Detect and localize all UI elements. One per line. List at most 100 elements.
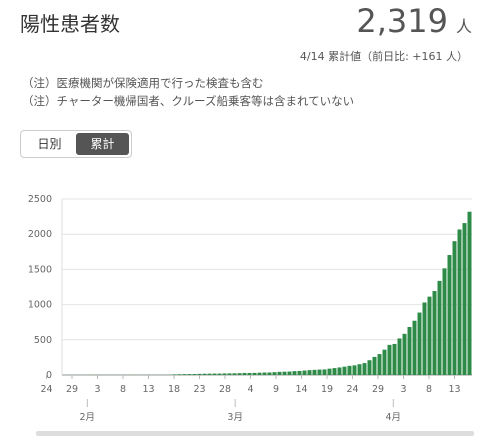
title: 陽性患者数 [20, 12, 120, 36]
bar [447, 255, 452, 375]
note: （注）医療機関が保険適用で行った検査も含む [22, 76, 264, 90]
x-tick-label: 29 [66, 384, 78, 395]
x-tick-label: 19 [321, 384, 333, 395]
bar [377, 354, 382, 375]
bar [232, 373, 237, 375]
y-tick-label: 1500 [28, 264, 52, 275]
x-tick-label: 3 [400, 384, 406, 395]
x-tick-label: 18 [168, 384, 180, 395]
bar [327, 368, 332, 375]
bar [432, 291, 437, 375]
bar [417, 312, 422, 375]
total: 2,319 人 [356, 2, 472, 40]
total-unit: 人 [455, 17, 472, 36]
x-tick-label: 4 [247, 384, 253, 395]
x-tick-label: 9 [273, 384, 279, 395]
bar [197, 373, 202, 375]
bar [277, 371, 282, 375]
bar [382, 349, 387, 375]
bar [367, 360, 372, 375]
note: （注）チャーター機帰国者、クルーズ船乗客等は含まれていない [22, 94, 355, 108]
bar [402, 333, 407, 375]
bar [262, 372, 267, 375]
x-tick-label: 14 [295, 384, 307, 395]
bar [267, 372, 272, 375]
toggle: 日別 累計 [20, 130, 132, 158]
bar [357, 364, 362, 375]
bar [347, 365, 352, 375]
bar [332, 368, 337, 375]
toggle-daily[interactable]: 日別 [37, 137, 62, 151]
bar [427, 296, 432, 375]
month-label: 4月 [386, 412, 402, 423]
bar [242, 372, 247, 375]
bar [372, 356, 377, 375]
bar [302, 370, 307, 375]
x-tick-label: 8 [120, 384, 126, 395]
x-tick-label: 29 [372, 384, 384, 395]
bar [227, 373, 232, 375]
x-tick-label: 3 [94, 384, 100, 395]
bar [437, 280, 442, 375]
y-tick-label: 0 [46, 370, 52, 381]
bar [307, 370, 312, 375]
bar [237, 373, 242, 375]
notes: （注）医療機関が保険適用で行った検査も含む （注）チャーター機帰国者、クルーズ船… [22, 74, 354, 110]
bar [287, 371, 292, 375]
bar [187, 374, 192, 375]
total-value: 2,319 [356, 2, 448, 40]
bar [207, 373, 212, 375]
scrollbar[interactable] [36, 431, 474, 436]
bar [202, 373, 207, 375]
subtitle: 4/14 累計値（前日比: +161 人） [299, 50, 468, 63]
bar [222, 373, 227, 375]
bar [272, 372, 277, 375]
month-label: 2月 [80, 412, 96, 423]
bar [342, 366, 347, 375]
bar [392, 343, 397, 375]
bar [182, 374, 187, 375]
bar [422, 302, 427, 375]
bar [192, 374, 197, 375]
bar [362, 363, 367, 375]
y-tick-label: 2500 [28, 194, 52, 205]
toggle-cumulative[interactable]: 累計 [76, 133, 129, 155]
x-tick-label: 28 [219, 384, 231, 395]
x-tick-label: 24 [40, 384, 52, 395]
bar [312, 369, 317, 375]
bar [467, 211, 472, 375]
bar [177, 374, 182, 375]
bar [397, 338, 402, 375]
x-tick-label: 23 [193, 384, 205, 395]
month-label: 3月 [227, 412, 243, 423]
bar [212, 373, 217, 375]
bar [317, 369, 322, 375]
bar [407, 326, 412, 375]
bar [292, 371, 297, 375]
bar [452, 241, 457, 375]
bar [457, 229, 462, 375]
bar [442, 268, 447, 375]
y-tick-label: 2000 [28, 229, 52, 240]
bar [247, 372, 252, 375]
bar [352, 365, 357, 375]
x-tick-label: 13 [448, 384, 460, 395]
y-tick-label: 500 [34, 335, 52, 346]
bar [282, 371, 287, 375]
y-tick-label: 1000 [28, 300, 52, 311]
bar [217, 373, 222, 375]
bar [412, 320, 417, 375]
bar [337, 367, 342, 375]
x-tick-label: 8 [426, 384, 432, 395]
chart: 0 500 1000 1500 2000 2500 24 29 3 8 13 18 23 28 4 9 14 19… [28, 194, 472, 423]
bar [462, 223, 467, 375]
bar [322, 369, 327, 375]
bar [297, 370, 302, 375]
x-tick-label: 13 [142, 384, 154, 395]
bar [172, 374, 177, 375]
bar [252, 372, 257, 375]
x-tick-label: 24 [346, 384, 358, 395]
bar [257, 372, 262, 375]
bar [387, 344, 392, 375]
